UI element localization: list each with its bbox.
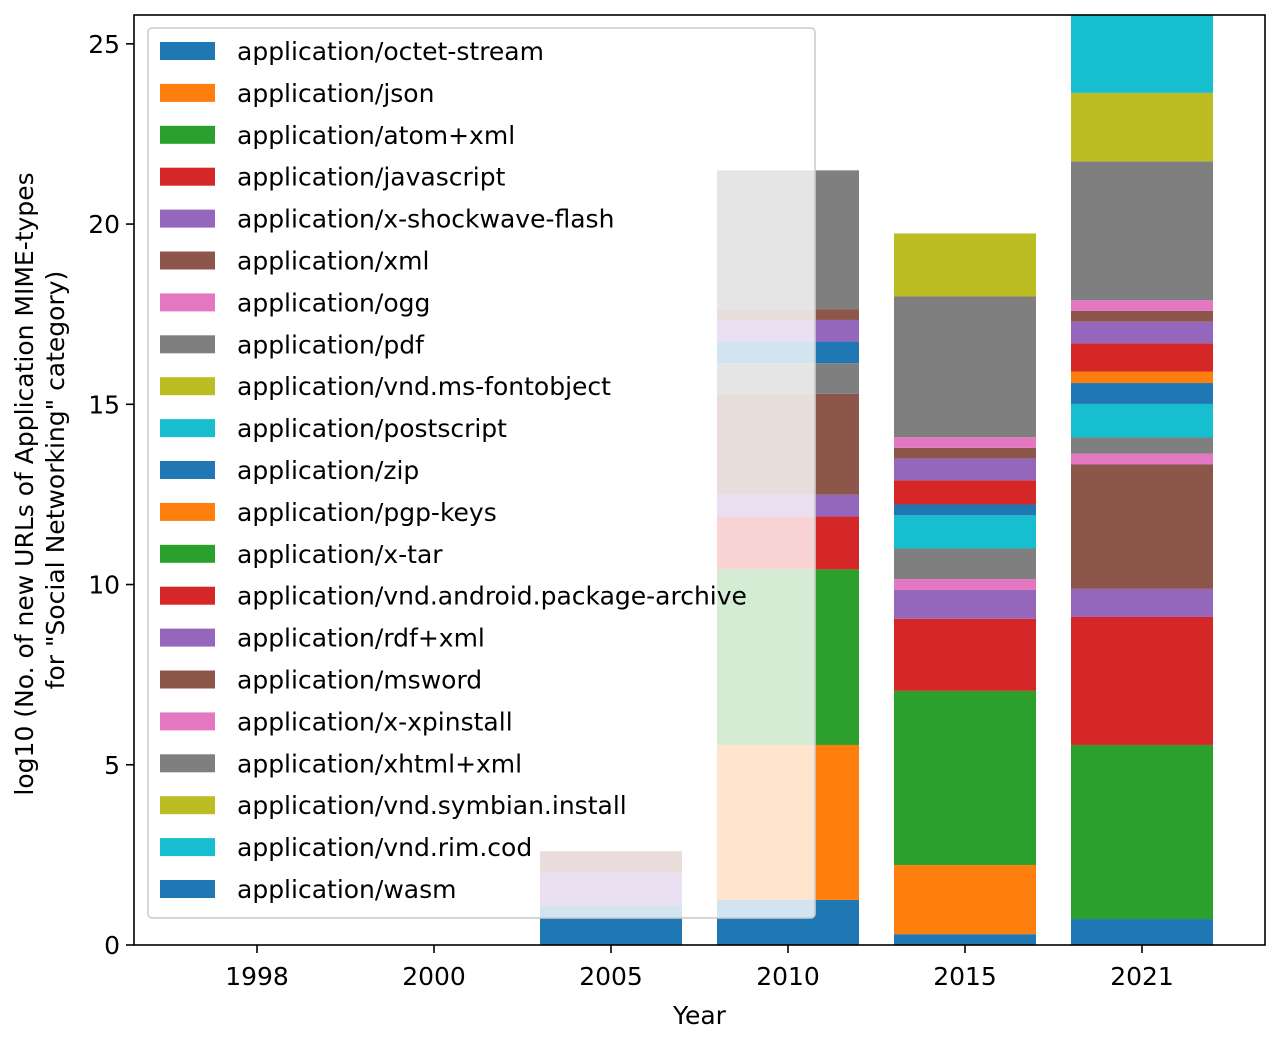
legend-label-application-xhtml-xml: application/xhtml+xml <box>237 749 522 778</box>
bar-2015-application-javascript <box>894 618 1036 691</box>
bar-2021-application-xml <box>1071 464 1213 589</box>
bar-2021-application-pdf <box>1071 437 1213 454</box>
legend-swatch-application-vnd-symbian-install <box>160 796 215 815</box>
bar-2015-application-rdf-xml <box>894 458 1036 481</box>
legend-label-application-x-shockwave-flash: application/x-shockwave-flash <box>237 205 614 234</box>
legend-swatch-application-pdf <box>160 335 215 354</box>
legend-swatch-application-x-tar <box>160 544 215 563</box>
legend-swatch-application-json <box>160 83 215 102</box>
bar-2021-application-zip <box>1071 383 1213 404</box>
bar-2021-application-rdf-xml <box>1071 321 1213 344</box>
legend-label-application-x-tar: application/x-tar <box>237 540 443 569</box>
legend-swatch-application-x-xpinstall <box>160 712 215 731</box>
bar-2021-application-vnd-rim-cod <box>1071 15 1213 93</box>
legend-label-application-vnd-symbian-install: application/vnd.symbian.install <box>237 791 627 820</box>
bar-2015-application-octet-stream <box>894 934 1036 945</box>
legend-swatch-application-zip <box>160 461 215 479</box>
bar-2021-application-pgp-keys <box>1071 371 1213 384</box>
legend-label-application-x-xpinstall: application/x-xpinstall <box>237 707 513 736</box>
legend-label-application-postscript: application/postscript <box>237 414 507 443</box>
legend-label-application-pgp-keys: application/pgp-keys <box>237 498 497 527</box>
bar-2015-application-pdf <box>894 548 1036 580</box>
legend-swatch-application-wasm <box>160 880 215 898</box>
x-tick-label-2010: 2010 <box>756 962 820 991</box>
y-axis-label-line-2: for "Social Networking" category) <box>41 271 70 690</box>
legend-label-application-xml: application/xml <box>237 247 429 276</box>
legend-swatch-application-msword <box>160 670 215 689</box>
legend-label-application-javascript: application/javascript <box>237 163 506 192</box>
bar-2015-application-vnd-android-package-archive <box>894 480 1036 505</box>
y-axis-label: log10 (No. of new URLs of Application MI… <box>10 164 70 795</box>
legend-swatch-application-javascript <box>160 167 215 186</box>
y-tick-label-5: 5 <box>104 751 120 780</box>
bar-2015-application-msword <box>894 447 1036 459</box>
y-axis: 0 5 10 15 20 25 <box>88 30 134 960</box>
legend-swatch-application-vnd-android-package-archive <box>160 586 215 605</box>
legend-swatch-application-postscript <box>160 419 215 438</box>
legend-label-application-json: application/json <box>237 79 434 108</box>
legend-label-application-ogg: application/ogg <box>237 288 430 317</box>
bar-2021-application-x-xpinstall <box>1071 300 1213 311</box>
bar-2021-application-msword <box>1071 310 1213 322</box>
bar-2015-application-postscript <box>894 515 1036 549</box>
bar-2021-application-vnd-symbian-install <box>1071 92 1213 162</box>
legend-swatch-application-ogg <box>160 293 215 312</box>
bar-2021-application-x-shockwave-flash <box>1071 588 1213 617</box>
bar-2015-application-xhtml-xml <box>894 296 1036 438</box>
legend-label-application-octet-stream: application/octet-stream <box>237 37 544 66</box>
bar-2021-application-atom-xml <box>1071 744 1213 920</box>
legend-label-application-vnd-ms-fontobject: application/vnd.ms-fontobject <box>237 372 611 401</box>
legend: application/octet-stream application/json… <box>147 27 816 919</box>
x-tick-label-2015: 2015 <box>933 962 997 991</box>
legend-label-application-msword: application/msword <box>237 666 482 695</box>
x-tick-label-1998: 1998 <box>225 962 289 991</box>
x-tick-label-2021: 2021 <box>1110 962 1174 991</box>
y-tick-label-10: 10 <box>88 571 120 600</box>
y-tick-label-20: 20 <box>88 210 120 239</box>
y-tick-label-0: 0 <box>104 931 120 960</box>
bar-2021-application-vnd-android-package-archive <box>1071 343 1213 372</box>
legend-swatch-application-atom-xml <box>160 125 215 144</box>
y-tick-label-15: 15 <box>88 390 120 419</box>
legend-swatch-application-vnd-rim-cod <box>160 838 215 857</box>
legend-swatch-application-rdf-xml <box>160 628 215 647</box>
bar-2015-application-vnd-symbian-install <box>894 233 1036 297</box>
legend-swatch-application-xhtml-xml <box>160 754 215 773</box>
legend-swatch-application-xml <box>160 251 215 270</box>
bar-2015-application-x-xpinstall <box>894 437 1036 448</box>
legend-label-application-wasm: application/wasm <box>237 875 456 904</box>
legend-label-application-zip: application/zip <box>237 456 419 485</box>
legend-swatch-application-x-shockwave-flash <box>160 209 215 228</box>
bar-2015-application-zip <box>894 504 1036 516</box>
bar-2015-application-ogg <box>894 579 1036 590</box>
bar-2021-application-xhtml-xml <box>1071 161 1213 301</box>
legend-swatch-application-pgp-keys <box>160 502 215 521</box>
legend-swatch-application-octet-stream <box>160 42 215 60</box>
y-axis-label-line-1: log10 (No. of new URLs of Application MI… <box>10 172 39 795</box>
legend-label-application-rdf-xml: application/rdf+xml <box>237 624 485 653</box>
bar-2021-application-postscript <box>1071 403 1213 438</box>
bar-2021-application-octet-stream <box>1071 919 1213 945</box>
legend-label-application-atom-xml: application/atom+xml <box>237 121 515 150</box>
bar-2021-application-javascript <box>1071 616 1213 745</box>
plot-frame <box>133 14 1266 946</box>
x-axis-label: Year <box>672 1001 727 1030</box>
legend-label-application-vnd-rim-cod: application/vnd.rim.cod <box>237 833 532 862</box>
bar-2015-application-atom-xml <box>894 690 1036 865</box>
bar-2021-application-ogg <box>1071 453 1213 465</box>
bar-2015-application-json <box>894 864 1036 935</box>
y-tick-label-25: 25 <box>88 30 120 59</box>
legend-label-application-vnd-android-package-archive: application/vnd.android.package-archive <box>237 582 747 611</box>
legend-frame <box>147 27 816 919</box>
x-axis: 1998 2000 2005 2010 2015 2021 <box>225 945 1174 991</box>
legend-label-application-pdf: application/pdf <box>237 330 425 359</box>
legend-swatch-application-vnd-ms-fontobject <box>160 377 215 396</box>
bar-2015-application-x-shockwave-flash <box>894 589 1036 619</box>
x-tick-label-2000: 2000 <box>402 962 466 991</box>
x-tick-label-2005: 2005 <box>579 962 643 991</box>
